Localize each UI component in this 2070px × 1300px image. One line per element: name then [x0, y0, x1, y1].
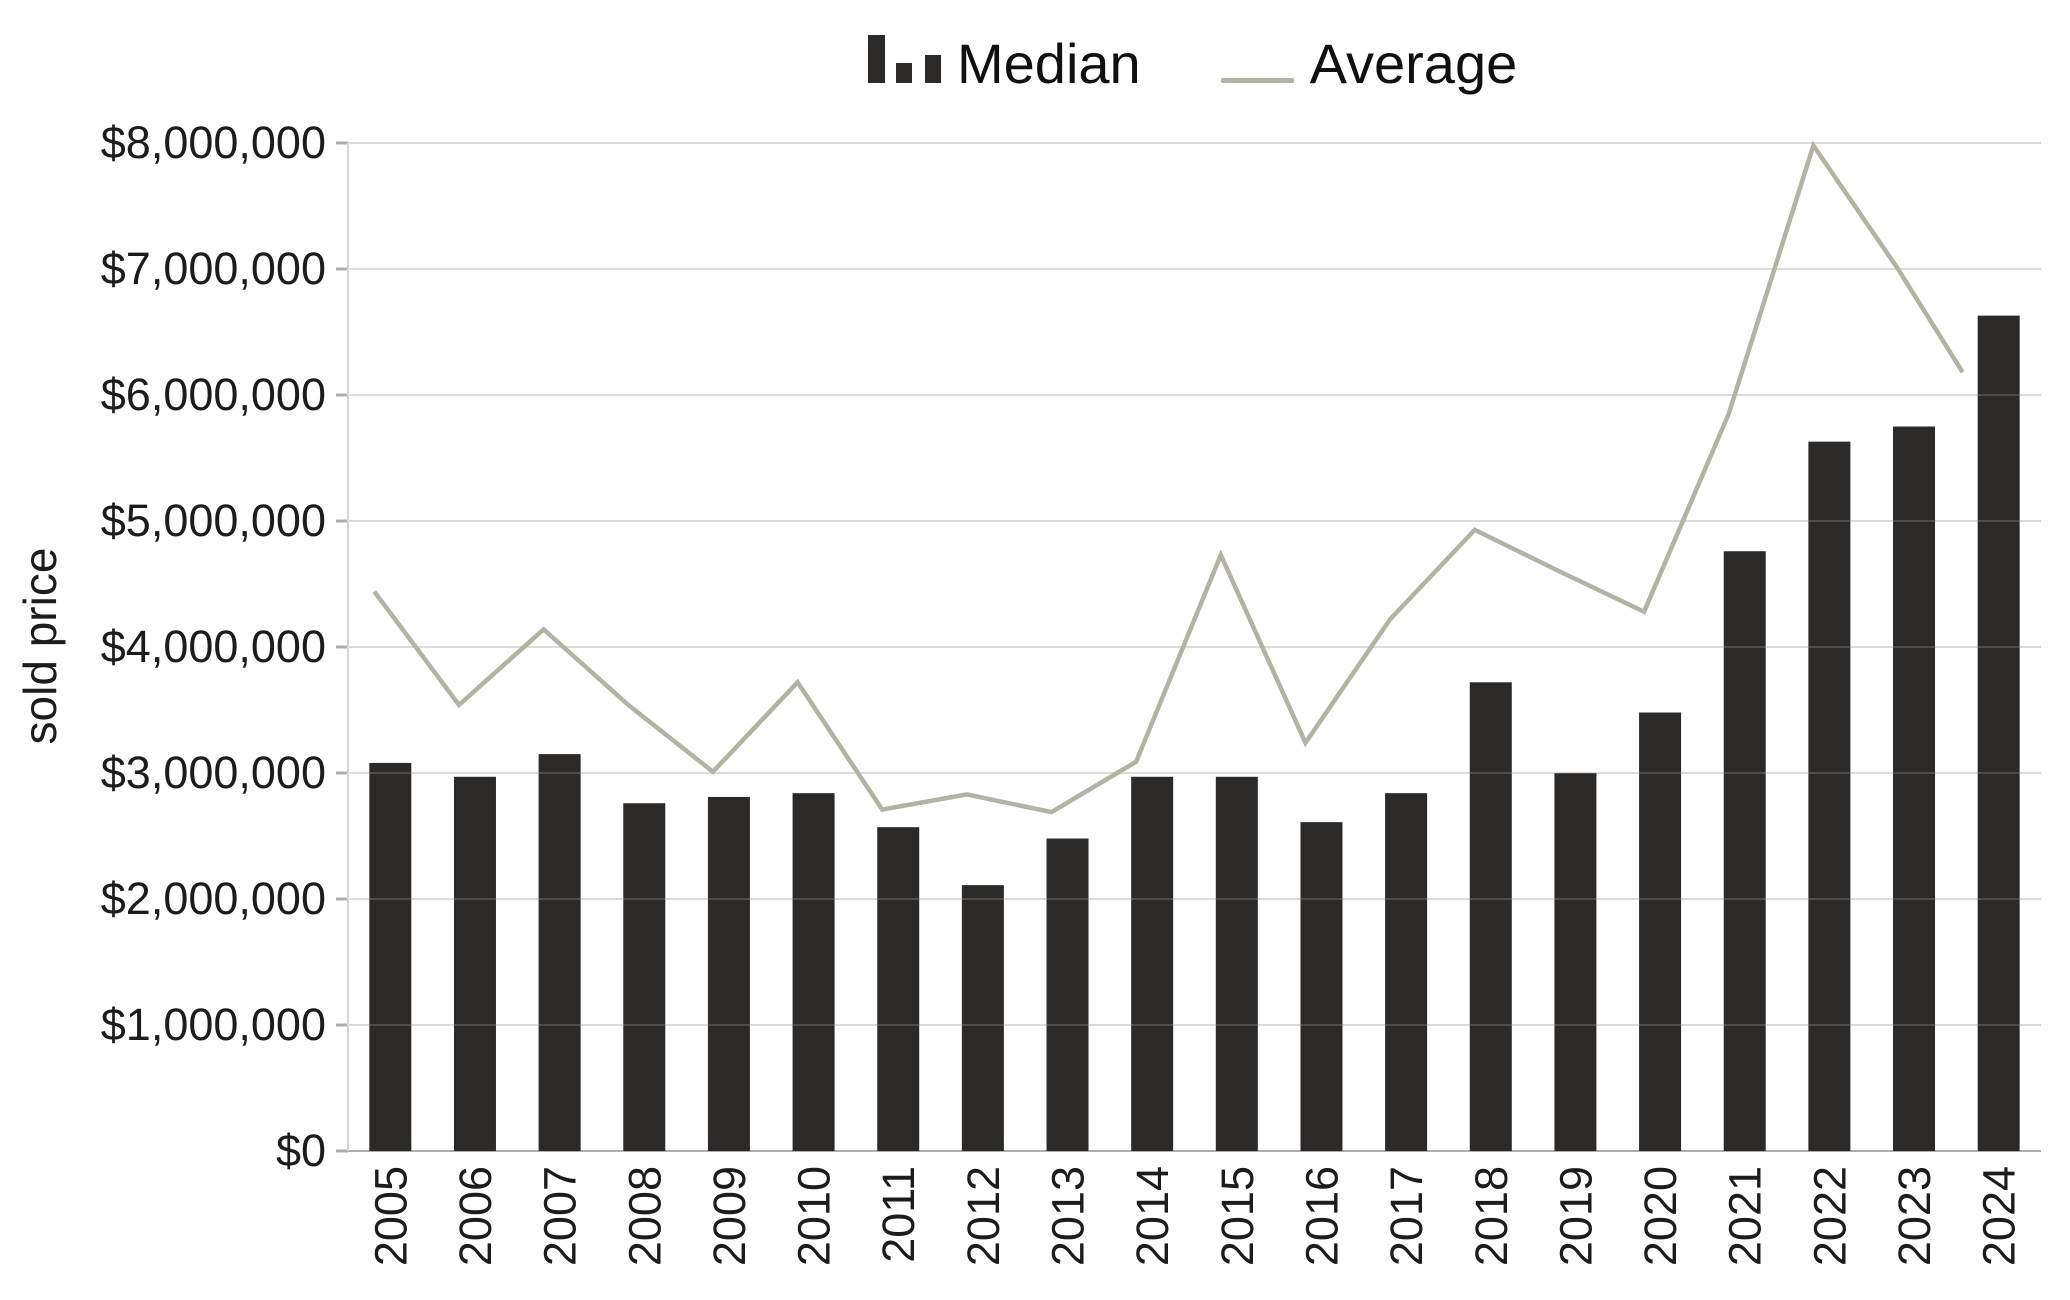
median-bar-2021 — [1723, 551, 1766, 1151]
x-tick-label-2020: 2020 — [1635, 1166, 1686, 1266]
median-bar-2007 — [538, 754, 581, 1151]
median-bar-2019 — [1554, 773, 1597, 1151]
y-tick-label: $4,000,000 — [101, 621, 326, 672]
median-bar-2012 — [961, 885, 1004, 1151]
line-series-icon — [1220, 78, 1294, 83]
x-tick-label-2023: 2023 — [1889, 1166, 1940, 1266]
x-tick-label-2015: 2015 — [1212, 1166, 1263, 1266]
median-bar-2006 — [453, 776, 496, 1151]
x-tick-label-2024: 2024 — [1974, 1166, 2025, 1266]
y-axis-title: sold price — [14, 548, 66, 745]
x-tick-label-2005: 2005 — [365, 1166, 416, 1266]
median-bar-2009 — [707, 796, 750, 1151]
median-bar-2011 — [877, 827, 920, 1151]
bar-series-icon — [868, 35, 941, 83]
legend-item-median[interactable]: Median — [868, 28, 1141, 101]
x-tick-label-2007: 2007 — [535, 1166, 586, 1266]
y-tick-label: $0 — [276, 1125, 326, 1176]
y-tick-label: $1,000,000 — [101, 999, 326, 1050]
y-tick-label: $8,000,000 — [101, 117, 326, 168]
y-tick-label: $2,000,000 — [101, 873, 326, 924]
median-bar-2013 — [1046, 838, 1089, 1151]
x-tick-label-2011: 2011 — [873, 1166, 924, 1263]
median-bar-2018 — [1469, 682, 1512, 1151]
legend-median-label: Median — [957, 32, 1141, 95]
x-tick-label-2018: 2018 — [1466, 1166, 1517, 1266]
x-tick-label-2019: 2019 — [1550, 1166, 1601, 1266]
median-bar-2022 — [1808, 441, 1851, 1151]
median-bar-2005 — [369, 762, 412, 1151]
median-bar-2015 — [1215, 776, 1258, 1151]
median-bar-2008 — [623, 803, 666, 1151]
x-tick-label-2014: 2014 — [1127, 1166, 1178, 1266]
chart-legend: Median Average — [868, 28, 1517, 107]
x-tick-label-2009: 2009 — [704, 1166, 755, 1266]
x-tick-label-2010: 2010 — [789, 1166, 840, 1266]
average-line — [372, 140, 1965, 815]
x-tick-label-2012: 2012 — [958, 1166, 1009, 1266]
y-tick-label: $3,000,000 — [101, 747, 326, 798]
median-bar-2023 — [1893, 426, 1936, 1151]
y-tick-label: $6,000,000 — [101, 369, 326, 420]
x-tick-label-2017: 2017 — [1381, 1166, 1432, 1266]
median-bar-2016 — [1300, 822, 1343, 1151]
x-tick-label-2021: 2021 — [1720, 1166, 1771, 1266]
median-bar-2024 — [1977, 315, 2020, 1151]
x-tick-label-2016: 2016 — [1296, 1166, 1347, 1266]
y-tick-label: $5,000,000 — [101, 495, 326, 546]
median-bar-2014 — [1131, 776, 1174, 1151]
x-tick-label-2006: 2006 — [450, 1166, 501, 1266]
legend-item-average[interactable]: Average — [1220, 28, 1518, 107]
median-bar-2010 — [792, 793, 835, 1151]
y-tick-label: $7,000,000 — [101, 243, 326, 294]
legend-average-label: Average — [1309, 32, 1518, 95]
x-tick-label-2013: 2013 — [1043, 1166, 1094, 1266]
median-bar-2017 — [1385, 793, 1428, 1151]
x-tick-label-2008: 2008 — [619, 1166, 670, 1266]
median-bar-2020 — [1639, 712, 1682, 1151]
x-tick-label-2022: 2022 — [1804, 1166, 1855, 1266]
